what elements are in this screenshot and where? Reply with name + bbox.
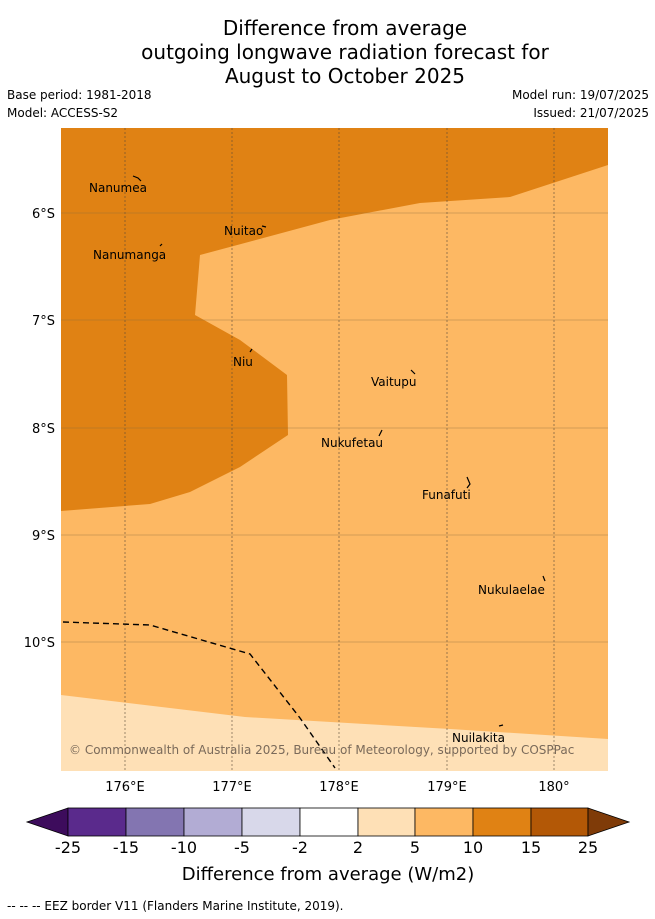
island-nukufetau [378,429,383,437]
colorbar-segment [67,807,127,837]
copyright-notice: © Commonwealth of Australia 2025, Bureau… [69,743,574,757]
title-line-3: August to October 2025 [224,64,466,88]
place-label-nuilakita: Nuilakita [452,731,505,745]
colorbar-segment [357,807,416,837]
island-nuilakita [498,724,504,727]
lon-tick-label: 179°E [427,780,467,795]
zone-2-5 [61,695,608,771]
colorbar-tick-label: -2 [292,838,308,857]
latitude-axis: 6°S 7°S 8°S 9°S 10°S [24,207,55,651]
eez-footnote: -- -- -- EEZ border V11 (Flanders Marine… [7,899,344,913]
lon-tick-label: 180° [538,780,569,795]
colorbar-segment [183,807,243,837]
base-period: Base period: 1981-2018 [7,88,152,102]
lat-tick-label: 7°S [32,314,55,329]
colorbar-segment-below [25,807,69,837]
lon-tick-label: 176°E [105,780,145,795]
place-label-nanumea: Nanumea [89,181,147,195]
colorbar-tick-label: 5 [410,838,420,857]
place-label-vaitupu: Vaitupu [371,375,417,389]
place-label-nukufetau: Nukufetau [321,436,383,450]
model-run: Model run: 19/07/2025 [511,88,649,102]
map-area: Nanumea Nuitao Nanumanga Niu Vaitupu Nuk… [61,128,608,771]
place-label-nukulaelae: Nukulaelae [478,583,545,597]
title-line-2: outgoing longwave radiation forecast for [141,40,549,64]
colorbar-tick-label: 25 [578,838,598,857]
colorbar-segment [414,807,474,837]
colorbar-label: Difference from average (W/m2) [182,864,474,885]
longitude-axis: 176°E 177°E 178°E 179°E 180° [105,780,569,795]
zone-5-10 [61,165,608,771]
place-label-nanumanga: Nanumanga [93,248,166,262]
title-line-1: Difference from average [222,16,468,40]
colorbar-tick-label: -25 [55,838,81,857]
lat-tick-label: 9°S [32,529,55,544]
place-labels: Nanumea Nuitao Nanumanga Niu Vaitupu Nuk… [89,181,545,745]
lat-tick-label: 10°S [24,636,55,651]
place-label-niu: Niu [233,355,253,369]
colorbar-tick-label: 2 [353,838,363,857]
map-title: Difference from average outgoing longwav… [0,16,655,88]
colorbar [25,807,631,837]
lat-tick-label: 8°S [32,422,55,437]
colorbar-segment [530,807,589,837]
place-label-nuitao: Nuitao [224,224,263,238]
island-nanumanga [159,243,163,247]
graticule [124,128,555,771]
model-name: Model: ACCESS-S2 [7,106,119,120]
colorbar-segment-above [587,807,631,837]
island-outlines [132,175,546,727]
island-funafuti [466,476,471,489]
colorbar-tick-label: 15 [521,838,541,857]
lon-tick-label: 178°E [319,780,359,795]
colorbar-tick-label: 10 [463,838,483,857]
lon-tick-label: 177°E [212,780,252,795]
colorbar-segment [125,807,185,837]
colorbar-segment [299,807,359,837]
colorbar-ticks: -25 -15 -10 -5 -2 2 5 10 15 25 [55,838,598,857]
issued-date: Issued: 21/07/2025 [533,106,649,120]
colorbar-segment [472,807,532,837]
island-nukulaelae [542,575,546,582]
graticule-lat [61,212,608,643]
island-nanumea [132,175,142,182]
place-label-funafuti: Funafuti [422,488,471,502]
island-niu [249,348,253,353]
colorbar-segment [241,807,301,837]
island-nuitao [261,225,267,228]
eez-border [62,621,336,769]
island-vaitupu [410,369,416,375]
colorbar-tick-label: -5 [234,838,250,857]
colorbar-tick-label: -15 [113,838,139,857]
colorbar-tick-label: -10 [171,838,197,857]
lat-tick-label: 6°S [32,207,55,222]
